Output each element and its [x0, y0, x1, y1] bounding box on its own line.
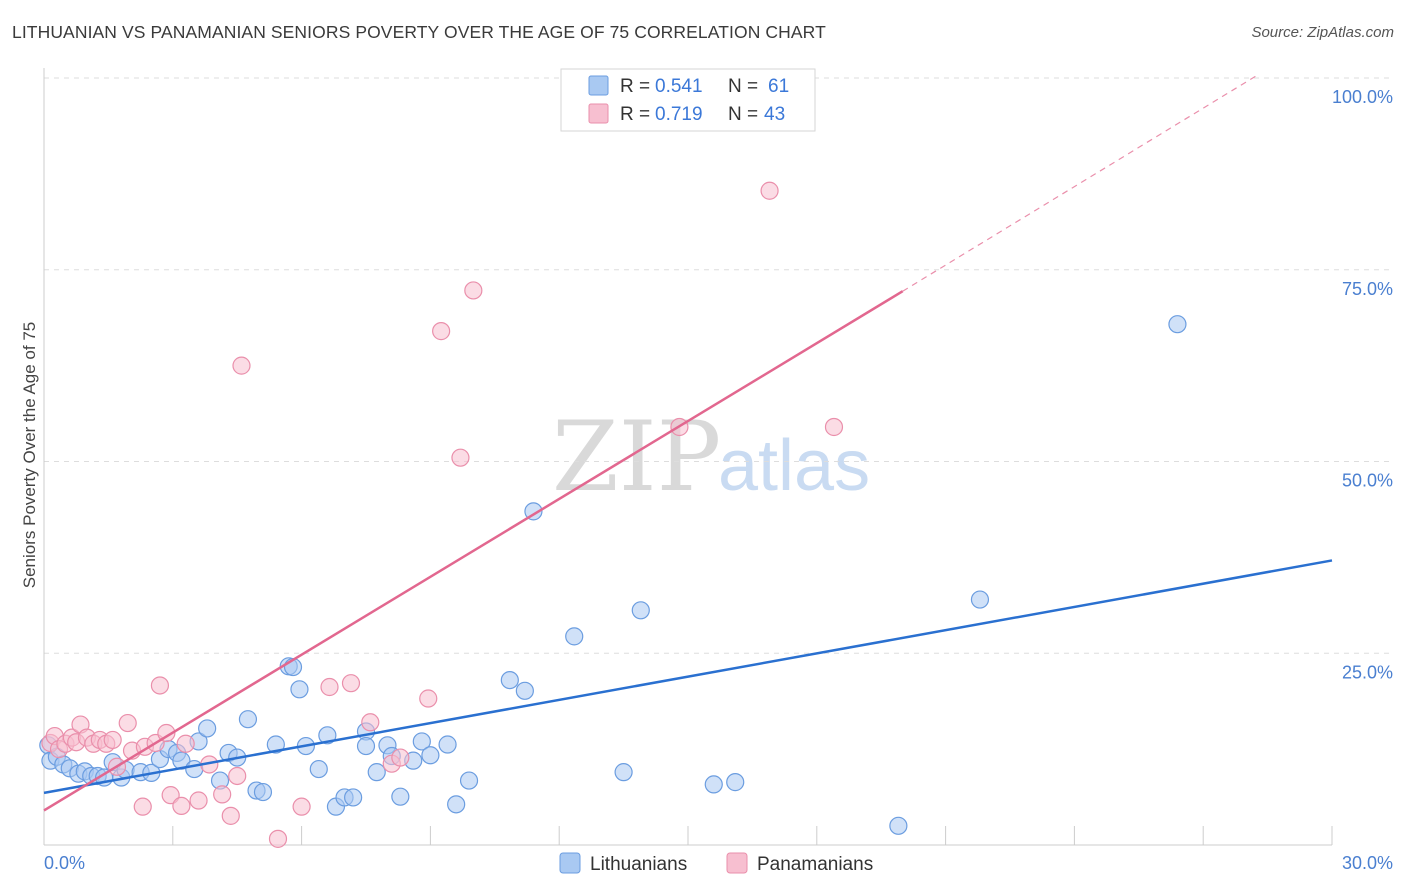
y-tick-label-100: 100.0% [1332, 87, 1393, 107]
panamanians-point-29 [268, 829, 288, 848]
lithuanians-point-45 [412, 732, 431, 751]
panamanians-point-37 [432, 322, 451, 341]
panamanians-point-38 [451, 448, 470, 467]
lithuanians-point-28 [266, 735, 285, 754]
legend-r-label-panamanians: R = [620, 104, 650, 125]
lithuanians-point-31 [290, 680, 309, 699]
legend-n-label-panamanians: N = [728, 104, 758, 125]
bottom-legend-label-lithuanians: Lithuanians [590, 854, 687, 875]
panamanians-trend-line [43, 290, 904, 812]
panamanians-point-21 [172, 796, 191, 815]
panamanians-point-26 [221, 806, 240, 825]
lithuanians-point-57 [726, 773, 745, 792]
watermark: ZIP atlas [552, 401, 870, 513]
legend-swatch-lithuanians [588, 75, 609, 96]
panamanians-point-30 [292, 797, 311, 816]
legend-r-value-panamanians: 0.719 [655, 104, 703, 125]
legend-r-value-lithuanians: 0.541 [655, 76, 703, 97]
x-axis-ticks [172, 826, 1333, 845]
lithuanians-point-60 [1168, 315, 1187, 334]
lithuanians-point-37 [344, 788, 363, 807]
lithuanians-point-46 [421, 746, 440, 765]
bottom-legend-swatch-lithuanians [559, 852, 581, 874]
lithuanians-point-54 [614, 763, 633, 782]
lithuanians-point-58 [889, 816, 908, 835]
lithuanians-point-51 [515, 681, 534, 700]
legend-n-value-panamanians: 43 [764, 104, 785, 125]
panamanians-point-23 [189, 791, 208, 810]
lithuanians-point-19 [185, 759, 204, 779]
watermark-zip-text: ZIP [552, 401, 721, 513]
watermark-atlas-text: atlas [718, 426, 870, 506]
lithuanians-point-33 [309, 759, 328, 779]
y-tick-label-25: 25.0% [1342, 662, 1393, 682]
lithuanians-point-55 [631, 601, 650, 620]
lithuanians-point-34 [318, 726, 337, 745]
panamanians-point-42 [824, 417, 844, 437]
panamanians-point-41 [760, 181, 779, 200]
panamanians-point-27 [228, 766, 247, 786]
panamanians-point-22 [176, 734, 195, 753]
panamanians-point-28 [232, 356, 251, 375]
panamanians-point-20 [161, 786, 180, 805]
panamanians-point-15 [133, 797, 152, 816]
y-tick-labels: 25.0% 50.0% 75.0% 100.0% [1332, 87, 1393, 682]
lithuanians-point-52 [524, 502, 543, 521]
lithuanians-point-21 [198, 719, 217, 738]
panamanians-point-11 [103, 730, 122, 750]
bottom-legend-swatch-panamanians [726, 852, 748, 874]
panamanians-point-31 [320, 677, 339, 697]
panamanians-point-19 [157, 723, 176, 743]
panamanians-point-13 [118, 713, 137, 733]
x-tick-label-left: 0.0% [44, 853, 85, 873]
lithuanians-point-56 [704, 775, 723, 794]
lithuanians-point-39 [356, 736, 376, 756]
lithuanians-point-53 [565, 627, 584, 646]
legend-n-value-lithuanians: 61 [768, 76, 789, 97]
bottom-legend-label-panamanians: Panamanians [757, 854, 873, 875]
source-credit: Source: ZipAtlas.com [1251, 24, 1394, 41]
trend-lines [43, 73, 1333, 812]
legend-swatch-panamanians [588, 103, 609, 124]
y-tick-label-75: 75.0% [1342, 279, 1393, 299]
lithuanians-point-48 [447, 795, 466, 814]
lithuanians-trend-line [43, 559, 1333, 795]
lithuanians-point-27 [253, 782, 273, 802]
lithuanians-point-43 [391, 787, 410, 806]
panamanians-point-35 [391, 748, 410, 767]
y-axis-title: Seniors Poverty Over the Age of 75 [20, 322, 39, 588]
panamanians-point-39 [464, 281, 483, 300]
panamanians-point-32 [341, 674, 361, 693]
panamanians-point-18 [150, 676, 170, 695]
lithuanians-point-50 [500, 670, 519, 690]
panamanians-point-36 [419, 689, 438, 708]
series-legend: Lithuanians Panamanians [559, 852, 873, 875]
legend-n-label-lithuanians: N = [728, 76, 758, 97]
lithuanians-point-49 [459, 771, 479, 790]
legend-r-label-lithuanians: R = [620, 76, 650, 97]
panamanians-trend-extension [902, 73, 1260, 292]
lithuanians-point-59 [970, 590, 990, 609]
lithuanians-point-40 [367, 763, 386, 782]
y-tick-label-50: 50.0% [1342, 471, 1393, 491]
chart-title: LITHUANIAN VS PANAMANIAN SENIORS POVERTY… [12, 22, 826, 42]
lithuanians-point-47 [438, 735, 457, 754]
x-tick-label-right: 30.0% [1342, 853, 1393, 873]
panamanians-point-25 [213, 785, 232, 804]
lithuanians-points [39, 315, 1187, 835]
panamanians-point-33 [361, 713, 380, 732]
lithuanians-point-25 [238, 710, 258, 729]
correlation-legend: R = 0.541 N = 61 R = 0.719 N = 43 [560, 68, 816, 132]
grid [44, 77, 1392, 654]
